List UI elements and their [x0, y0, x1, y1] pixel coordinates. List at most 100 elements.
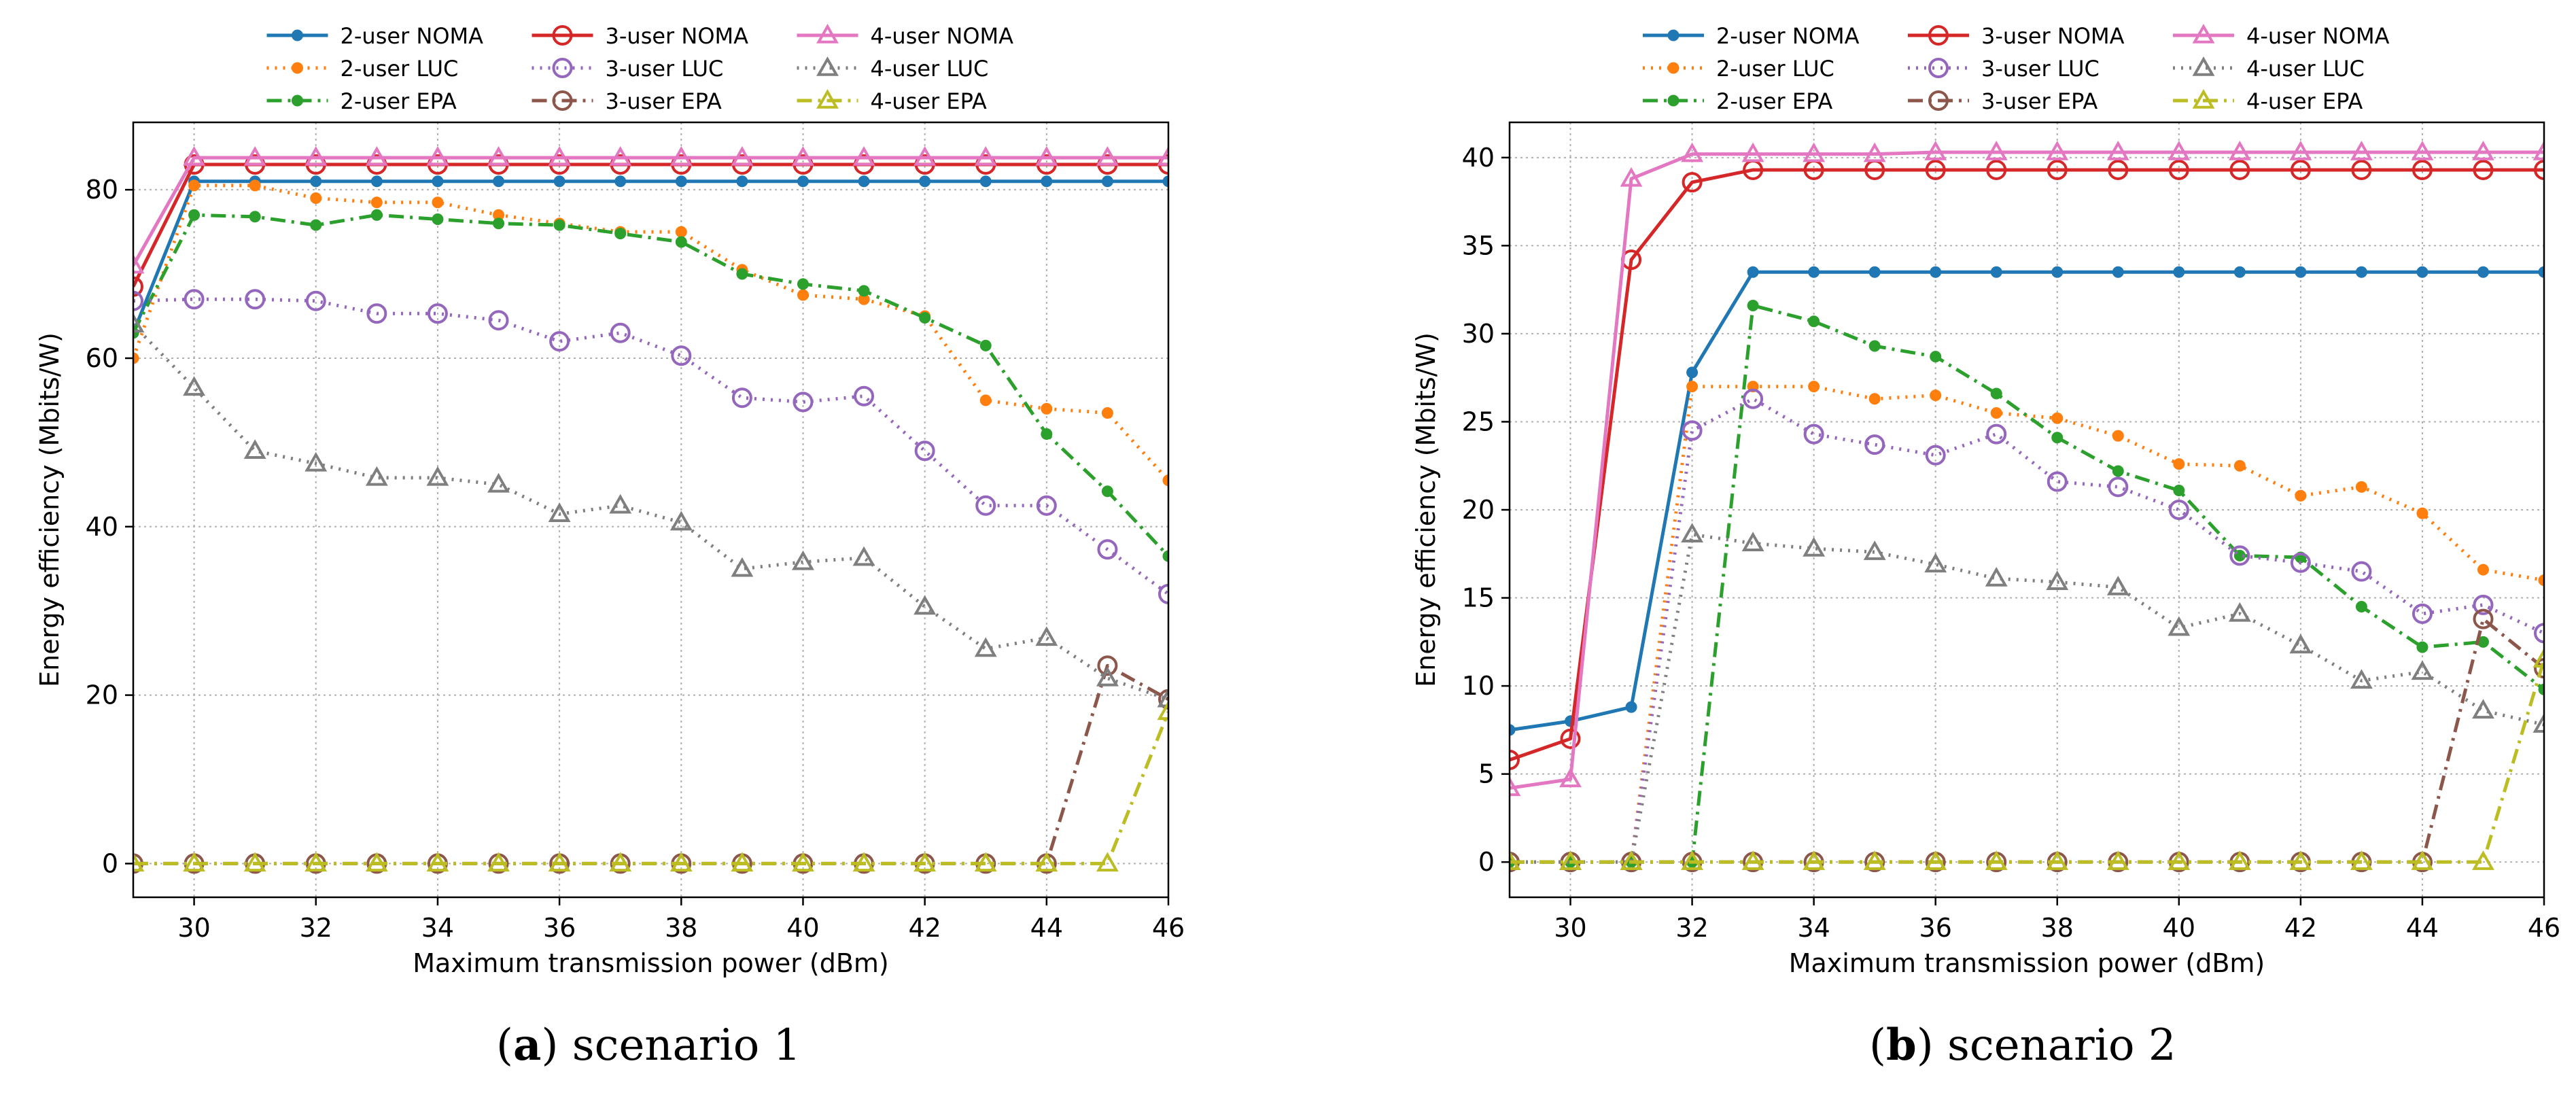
panel-b-data-point: [2355, 266, 2367, 278]
panel-b-series-4-user-noma: [1510, 141, 2544, 797]
panel-b-data-point: [1863, 142, 1886, 162]
panel-b-legend-marker: [1667, 62, 1679, 74]
panel-a-data-point: [609, 852, 632, 872]
panel-b-data-point: [1747, 299, 1759, 311]
panel-a-data-point: [669, 852, 693, 872]
panel-b-data-point: [2477, 564, 2489, 576]
panel-a-x-tick-label: 32: [300, 913, 332, 943]
panel-a-data-point: [370, 209, 383, 221]
panel-a-data-point: [669, 510, 693, 531]
panel-a-legend-marker: [552, 58, 573, 78]
panel-b-data-point: [2533, 141, 2544, 160]
panel-a-data-point: [792, 852, 814, 872]
panel-a-data-point: [1041, 428, 1053, 440]
panel-a-legend-marker: [816, 88, 839, 109]
panel-a-data-point: [432, 196, 444, 209]
panel-b-data-point: [1990, 407, 2002, 419]
panel-a-x-tick-label: 44: [1030, 913, 1063, 943]
panel-b-data-point: [1924, 850, 1947, 870]
panel-a-data-point: [249, 179, 261, 192]
panel-b-data-point: [1681, 523, 1704, 543]
panel-a-data-point: [183, 376, 206, 396]
panel-a-data-point: [731, 146, 754, 166]
panel-b-data-point: [1986, 159, 2007, 180]
panel-a-legend-marker: [816, 23, 839, 44]
panel-a-data-point: [1162, 175, 1168, 188]
panel-b-data-point: [1868, 340, 1881, 352]
panel-b-data-point: [1985, 850, 2008, 870]
panel-a-series-4-user-luc: [133, 313, 1168, 708]
panel-a-legend: 2-user NOMA 2-user LUC 2-user EPA 3-user NO…: [266, 23, 1013, 114]
panel-a-data-point: [797, 175, 809, 188]
panel-a-x-tick-label: 40: [786, 913, 819, 943]
panel-a-data-point: [243, 146, 266, 166]
panel-b-legend-label: 2-user LUC: [1716, 56, 1834, 82]
panel-a-data-point: [1157, 700, 1168, 721]
panel-a-data-point: [249, 211, 261, 223]
panel-b-data-point: [2351, 159, 2372, 180]
panel-a-data-point: [183, 146, 206, 166]
panel-b-y-tick-label: 10: [1462, 671, 1495, 701]
panel-b-data-point: [2047, 471, 2068, 492]
panel-b-x-tick-label: 46: [2528, 913, 2560, 943]
panel-b-data-point: [2233, 460, 2246, 472]
panel-b-data-point: [2350, 850, 2373, 870]
panel-a-data-point: [1096, 852, 1119, 872]
panel-a-series-line: [133, 297, 1168, 595]
panel-a-data-point: [610, 322, 631, 343]
panel-b-data-point: [2290, 552, 2311, 573]
panel-a-data-point: [426, 466, 449, 486]
panel-a-data-point: [548, 146, 571, 166]
panel-a-series-2-user-noma: [133, 175, 1168, 339]
panel-b-series-line: [1510, 270, 2544, 732]
panel-b-legend-marker: [2192, 56, 2215, 76]
panel-a-legend-entry: 3-user NOMA: [532, 23, 748, 49]
panel-a-y-axis-label: Energy efficiency (Mbits/W): [35, 332, 65, 687]
panel-b-series-line: [1510, 150, 2544, 790]
panel-a-data-point: [243, 439, 266, 460]
panel-b-series-line: [1510, 397, 2544, 864]
panel-b-data-point: [2355, 601, 2367, 612]
panel-b-legend-label: 3-user LUC: [1981, 56, 2100, 82]
panel-a-data-point: [243, 852, 266, 872]
panel-b-data-point: [2046, 850, 2069, 870]
panel-a-data-point: [549, 331, 570, 352]
panel-b-data-point: [1681, 850, 1704, 870]
panel-a-data-point: [913, 852, 937, 872]
panel-a-data-point: [1096, 146, 1119, 166]
panel-a-data-point: [914, 440, 935, 462]
panel-b-data-point: [1559, 767, 1582, 788]
panel-a-series-2-user-epa: [133, 209, 1168, 562]
panel-a-data-point: [304, 451, 328, 472]
panel-b-y-tick-label: 40: [1462, 143, 1495, 173]
panel-a-data-point: [184, 289, 205, 310]
panel-b-legend-label: 4-user NOMA: [2246, 23, 2390, 49]
panel-b-grid: [1510, 122, 2545, 897]
panel-b-y-tick-label: 35: [1462, 230, 1495, 260]
panel-a-y-tick-label: 40: [86, 512, 118, 542]
panel-a-data-point: [731, 557, 754, 577]
panel-b-data-point: [2350, 141, 2373, 160]
panel-a-data-point: [974, 852, 997, 872]
panel-a-data-point: [310, 192, 322, 205]
panel-b-data-point: [2416, 507, 2429, 519]
panel-a-data-point: [858, 175, 870, 188]
panel-b-data-point: [1510, 749, 1520, 770]
panel-a-data-point: [1036, 495, 1057, 516]
panel-b-plot-area: [1510, 141, 2544, 873]
panel-a-data-point: [488, 310, 509, 331]
panel-a-grid: [133, 122, 1169, 897]
panel-b-data-point: [2534, 159, 2544, 180]
panel-a-data-point: [1101, 175, 1113, 188]
panel-a-data-point: [979, 175, 992, 188]
panel-b-data-point: [1990, 266, 2002, 278]
panel-b-series-line: [1510, 168, 2544, 762]
panel-b-legend-label: 3-user EPA: [1981, 88, 2098, 114]
panel-a-series-4-user-noma: [133, 146, 1168, 274]
panel-a-legend-entry: 3-user LUC: [532, 56, 724, 82]
panel-a-legend-label: 3-user LUC: [606, 56, 724, 82]
panel-b-data-point: [2411, 141, 2434, 160]
panel-b-data-point: [2046, 141, 2069, 160]
panel-b-data-point: [2112, 430, 2124, 442]
